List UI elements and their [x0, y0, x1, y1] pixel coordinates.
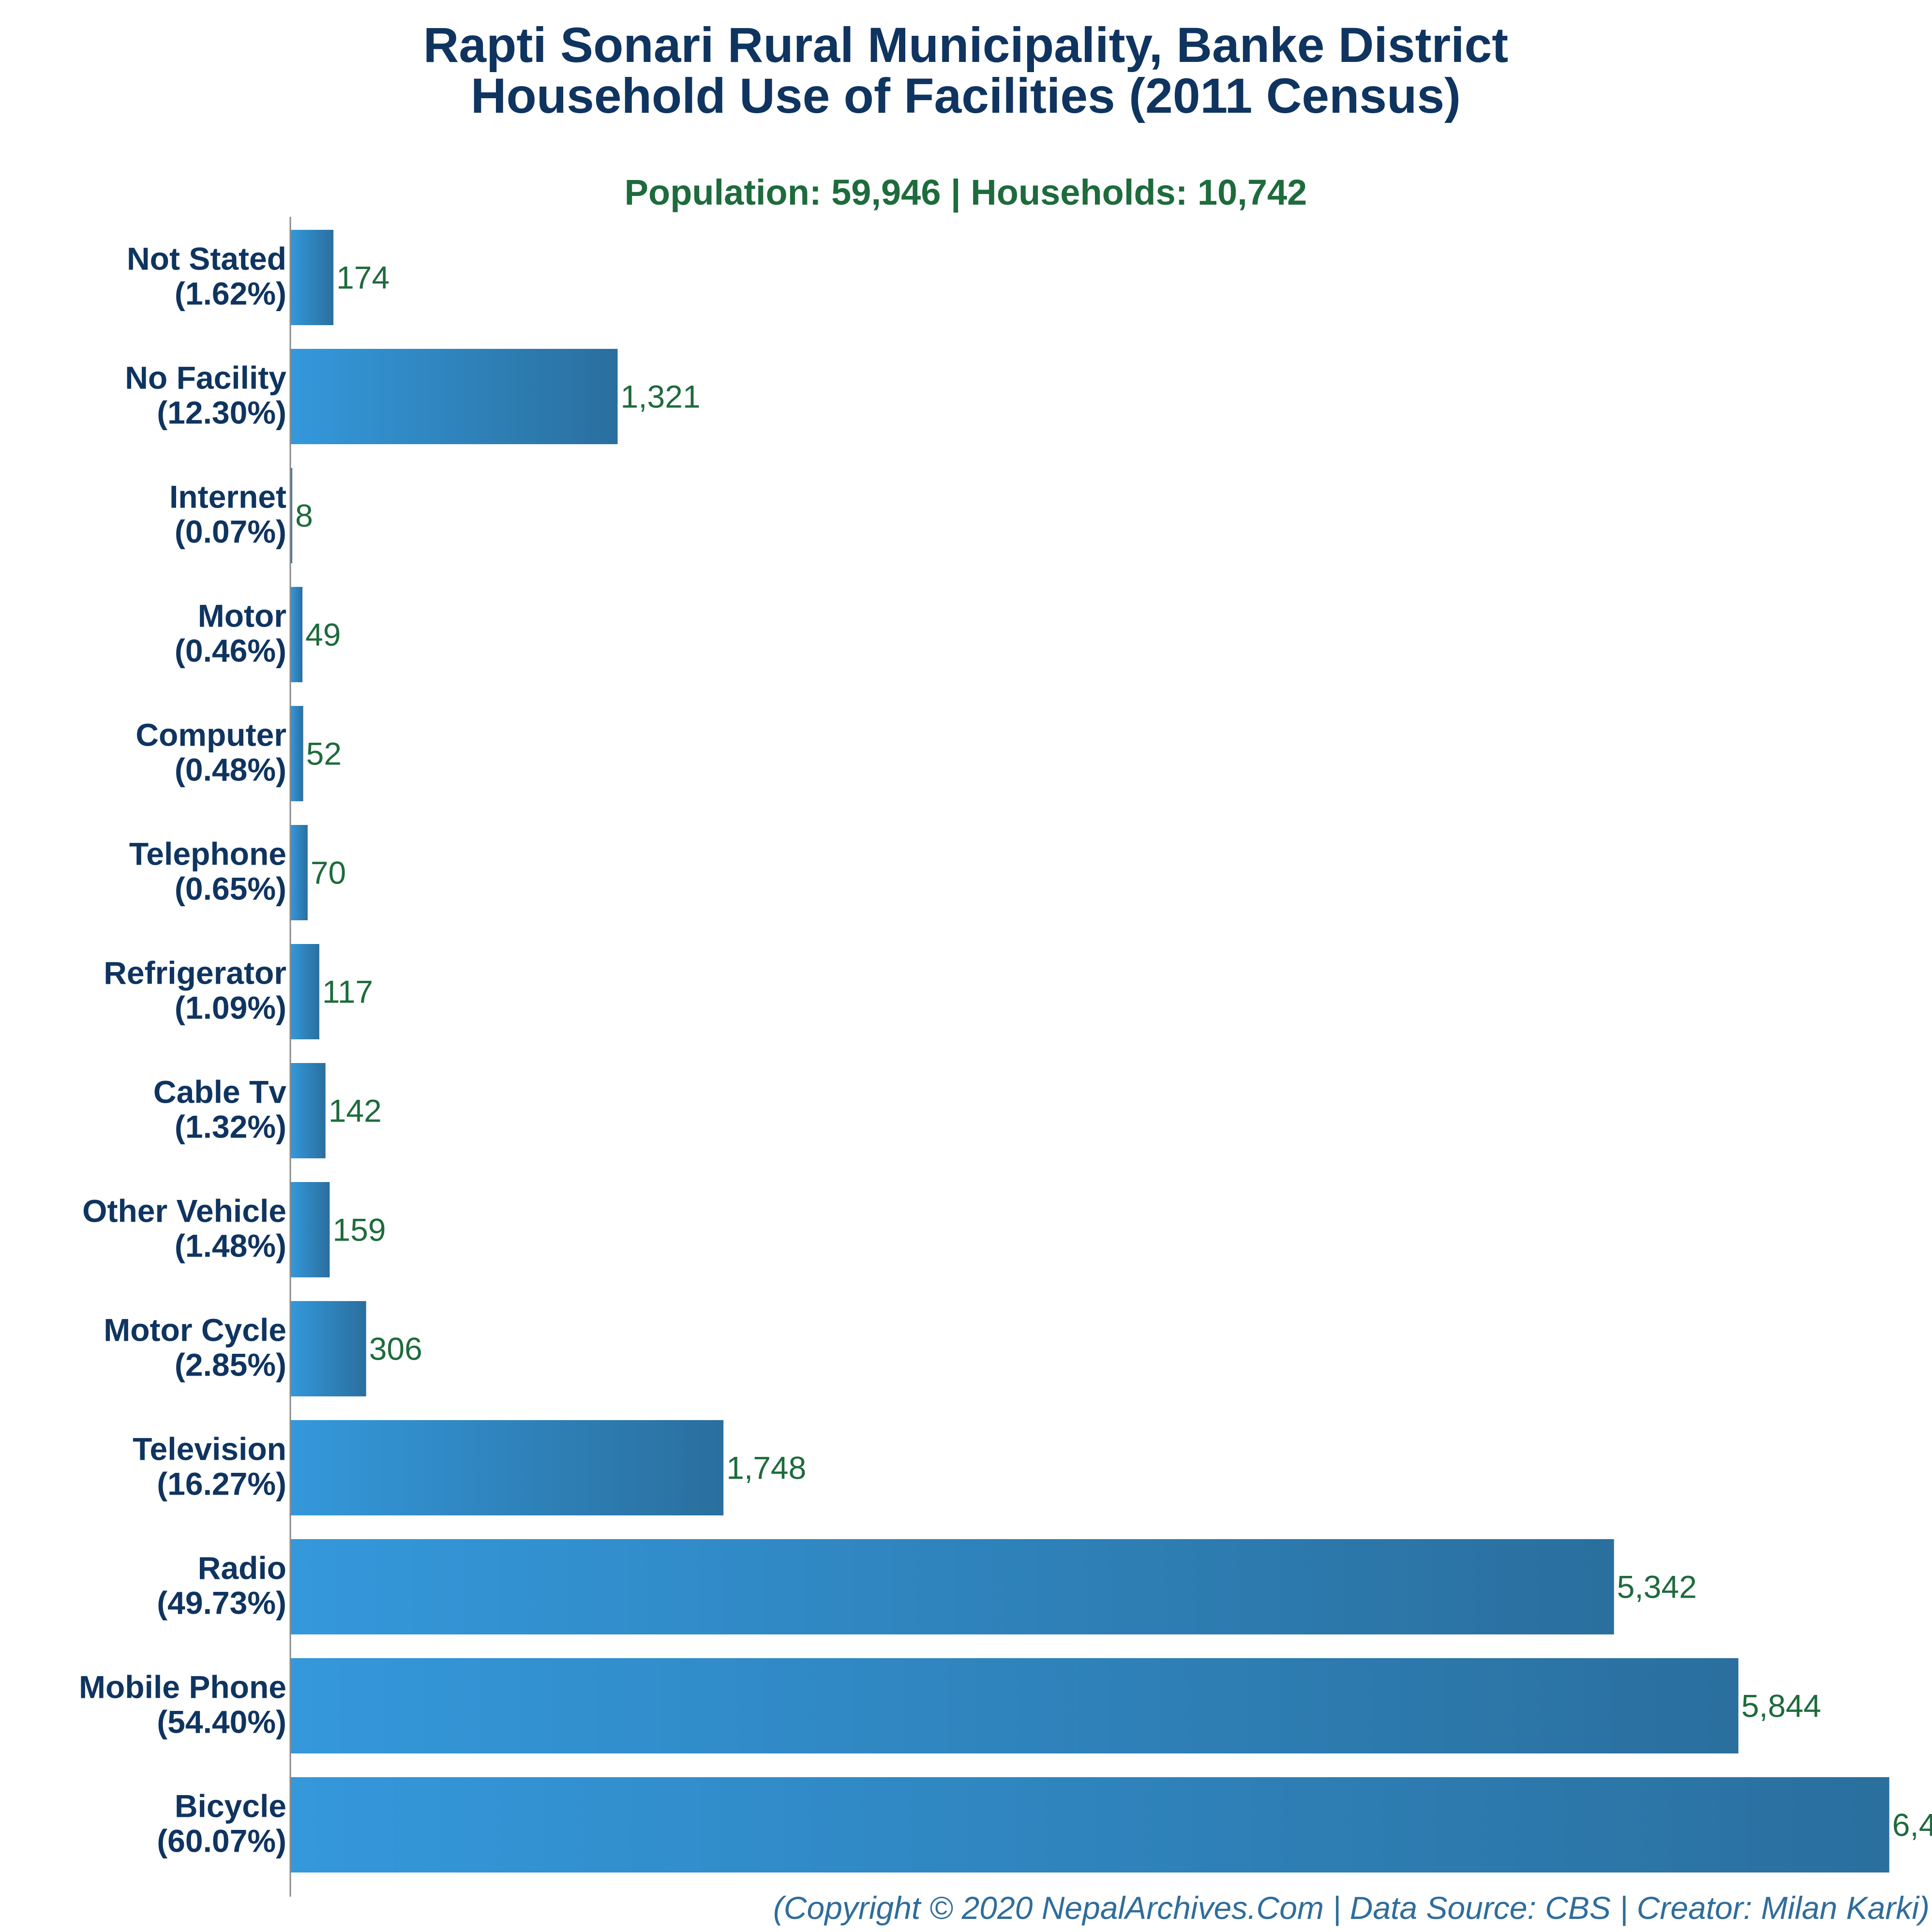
value-label-internet: 8	[295, 498, 313, 534]
value-label-cable-tv: 142	[329, 1093, 382, 1129]
bar-not-stated	[290, 230, 334, 325]
percent-label-not-stated: (1.62%)	[175, 276, 286, 312]
value-label-mobile-phone: 5,844	[1741, 1688, 1821, 1724]
percent-label-radio: (49.73%)	[157, 1585, 286, 1621]
percent-label-telephone: (0.65%)	[175, 871, 286, 907]
copyright-footer: (Copyright © 2020 NepalArchives.Com | Da…	[773, 1890, 1930, 1927]
bar-radio	[290, 1539, 1614, 1634]
category-label-cable-tv: Cable Tv	[153, 1074, 286, 1110]
bar-computer	[290, 706, 303, 801]
chart-title-line2: Household Use of Facilities (2011 Census…	[471, 68, 1461, 123]
value-label-television: 1,748	[726, 1450, 806, 1486]
bar-television	[290, 1420, 724, 1515]
value-label-not-stated: 174	[336, 260, 389, 296]
chart-subtitle: Population: 59,946 | Households: 10,742	[625, 172, 1307, 213]
bar-motor	[290, 587, 303, 682]
value-label-other-vehicle: 159	[332, 1212, 386, 1248]
percent-label-other-vehicle: (1.48%)	[175, 1228, 286, 1264]
category-label-refrigerator: Refrigerator	[104, 955, 286, 991]
bar-mobile-phone	[290, 1658, 1738, 1753]
chart-title-line1: Rapti Sonari Rural Municipality, Banke D…	[423, 17, 1509, 73]
category-label-no-facility: No Facility	[125, 360, 286, 396]
category-label-television: Television	[133, 1431, 286, 1467]
percent-label-television: (16.27%)	[157, 1466, 286, 1502]
category-label-telephone: Telephone	[129, 836, 286, 872]
percent-label-refrigerator: (1.09%)	[175, 990, 286, 1026]
value-label-telephone: 70	[311, 855, 346, 891]
value-label-refrigerator: 117	[322, 974, 373, 1010]
percent-label-cable-tv: (1.32%)	[175, 1109, 286, 1145]
percent-label-mobile-phone: (54.40%)	[157, 1704, 286, 1740]
percent-label-no-facility: (12.30%)	[157, 395, 286, 431]
category-label-radio: Radio	[198, 1550, 286, 1586]
bar-other-vehicle	[290, 1182, 330, 1277]
value-label-radio: 5,342	[1617, 1569, 1697, 1605]
value-label-no-facility: 1,321	[621, 379, 701, 415]
bar-motor-cycle	[290, 1301, 366, 1396]
bar-refrigerator	[290, 944, 319, 1039]
value-label-motor-cycle: 306	[369, 1331, 422, 1367]
bar-bicycle	[290, 1777, 1889, 1872]
bar-no-facility	[290, 349, 618, 444]
category-label-motor-cycle: Motor Cycle	[104, 1312, 286, 1348]
value-label-bicycle: 6,453	[1892, 1807, 1932, 1843]
category-label-mobile-phone: Mobile Phone	[79, 1669, 286, 1705]
category-label-computer: Computer	[135, 717, 286, 753]
percent-label-bicycle: (60.07%)	[157, 1823, 286, 1859]
category-label-not-stated: Not Stated	[127, 241, 286, 277]
percent-label-internet: (0.07%)	[175, 514, 286, 550]
category-label-bicycle: Bicycle	[175, 1788, 286, 1824]
category-label-internet: Internet	[169, 479, 286, 515]
value-label-computer: 52	[306, 736, 342, 772]
percent-label-computer: (0.48%)	[175, 752, 286, 788]
bar-cable-tv	[290, 1063, 326, 1158]
category-label-motor: Motor	[198, 598, 286, 634]
category-label-other-vehicle: Other Vehicle	[82, 1193, 286, 1229]
bars-layer: 174 Not Stated(1.62%) 1,321 No Facility(12.…	[79, 230, 1932, 1872]
value-label-motor: 49	[305, 617, 341, 653]
bar-internet	[290, 468, 293, 563]
bar-telephone	[290, 825, 308, 920]
percent-label-motor-cycle: (2.85%)	[175, 1347, 286, 1383]
percent-label-motor: (0.46%)	[175, 633, 286, 669]
